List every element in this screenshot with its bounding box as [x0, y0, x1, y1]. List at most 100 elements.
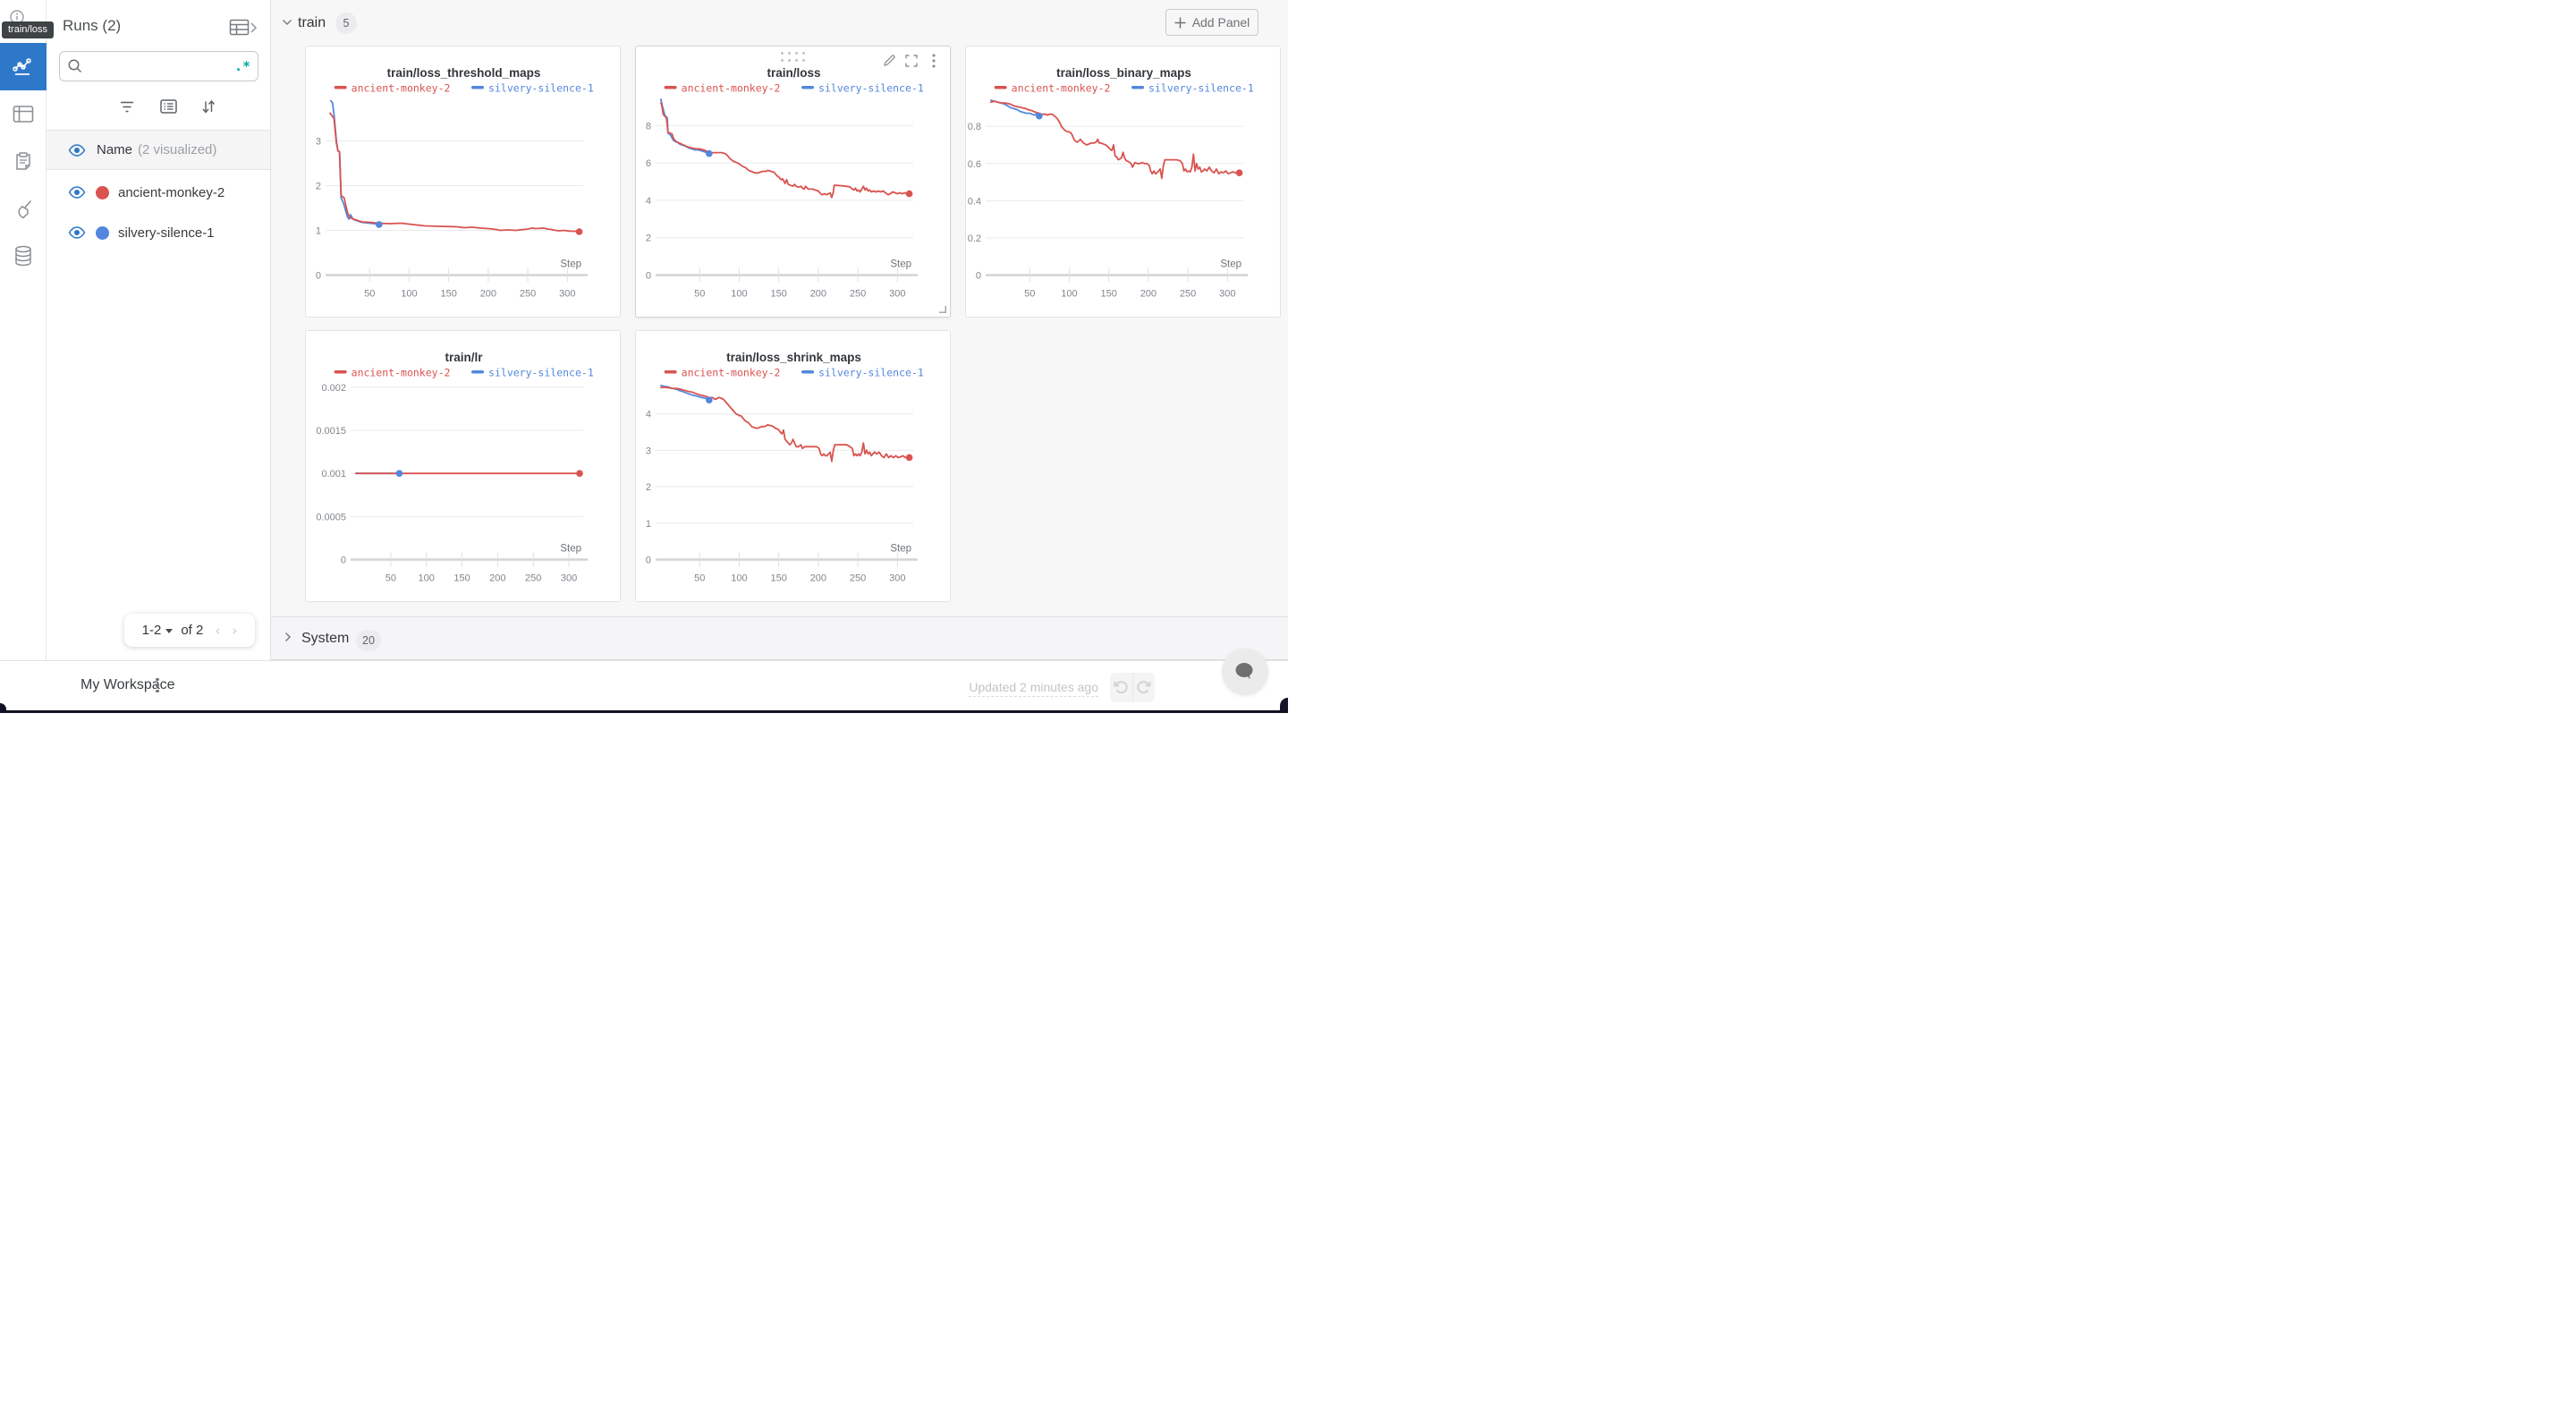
run-name: silvery-silence-1 [118, 225, 215, 241]
svg-text:silvery-silence-1: silvery-silence-1 [818, 82, 924, 95]
runs-list-header[interactable]: Name (2 visualized) [47, 130, 270, 170]
filter-icon[interactable] [115, 95, 139, 118]
svg-text:2: 2 [316, 182, 321, 192]
svg-text:silvery-silence-1: silvery-silence-1 [818, 367, 924, 379]
svg-text:6: 6 [646, 158, 651, 169]
workspace-menu-kebab-icon[interactable] [150, 675, 165, 696]
svg-text:250: 250 [850, 573, 866, 584]
svg-text:250: 250 [1180, 289, 1196, 300]
nav-sweeps-tab[interactable] [0, 185, 47, 233]
svg-text:Step: Step [890, 259, 911, 270]
run-search-input[interactable] [89, 59, 234, 73]
svg-text:0: 0 [646, 271, 651, 282]
panels-workspace: train 5 Add Panel train/loss_threshold_m… [271, 0, 1288, 660]
svg-text:2: 2 [646, 482, 651, 493]
svg-text:train/lr: train/lr [445, 351, 483, 364]
undo-button[interactable] [1110, 673, 1133, 702]
pagination-next-button[interactable]: › [232, 622, 238, 639]
svg-text:Step: Step [1220, 259, 1241, 270]
chart-loss-threshold-maps: train/loss_threshold_maps ancient-monkey-… [316, 66, 594, 300]
panel-train-loss-binary-maps[interactable]: train/loss_binary_maps ancient-monkey-2 si… [965, 46, 1281, 318]
svg-text:8: 8 [646, 121, 651, 132]
run-row-ancient-monkey-2[interactable]: ancient-monkey-2 [47, 173, 270, 212]
svg-text:250: 250 [850, 289, 866, 300]
eye-icon[interactable] [68, 186, 86, 199]
bottom-edge-right [1280, 698, 1288, 713]
svg-text:ancient-monkey-2: ancient-monkey-2 [682, 367, 781, 379]
run-search: .* [59, 51, 258, 81]
runs-visualized-count: (2 visualized) [138, 142, 217, 157]
run-row-silvery-silence-1[interactable]: silvery-silence-1 [47, 213, 270, 252]
bottom-edge [0, 710, 1288, 713]
chevron-right-icon [250, 22, 258, 33]
chevron-down-icon[interactable] [165, 629, 174, 633]
panel-train-loss[interactable]: train/loss ancient-monkey-2 silvery-silenc… [635, 46, 951, 318]
svg-text:0: 0 [976, 271, 981, 282]
svg-text:300: 300 [559, 289, 575, 300]
footer-bar: My Workspace Updated 2 minutes ago [0, 649, 1288, 710]
svg-text:250: 250 [520, 289, 536, 300]
workspace-name[interactable]: My Workspace [80, 677, 175, 692]
panel-train-loss-shrink-maps[interactable]: train/loss_shrink_maps ancient-monkey-2 si… [635, 330, 951, 602]
svg-text:200: 200 [480, 289, 496, 300]
add-panel-button[interactable]: Add Panel [1165, 9, 1258, 36]
chart-loss-binary-maps: train/loss_binary_maps ancient-monkey-2 si… [968, 66, 1254, 300]
expand-runs-table-button[interactable] [229, 18, 259, 38]
svg-text:0.6: 0.6 [968, 159, 981, 170]
chevron-down-icon [282, 19, 292, 26]
support-chat-button[interactable] [1222, 649, 1268, 695]
svg-text:3: 3 [316, 137, 321, 148]
run-name: ancient-monkey-2 [118, 184, 225, 200]
nav-notes-tab[interactable] [0, 138, 47, 185]
nav-artifacts-tab[interactable] [0, 233, 47, 280]
run-color-dot [96, 225, 109, 240]
svg-text:300: 300 [889, 573, 905, 584]
panel-train-loss-threshold-maps[interactable]: train/loss_threshold_maps ancient-monkey-… [305, 46, 621, 318]
svg-text:Step: Step [890, 544, 911, 555]
section-system-count: 20 [356, 630, 381, 651]
svg-text:200: 200 [1140, 289, 1157, 300]
svg-text:150: 150 [453, 573, 470, 584]
svg-text:0.4: 0.4 [968, 196, 981, 207]
nav-panels-tab[interactable] [0, 90, 47, 138]
eye-icon[interactable] [68, 143, 86, 157]
search-icon [68, 59, 82, 73]
redo-button[interactable] [1133, 673, 1156, 702]
chevron-right-icon [284, 632, 292, 642]
svg-text:train/loss_binary_maps: train/loss_binary_maps [1056, 66, 1191, 80]
section-system-header[interactable]: System 20 [271, 616, 1288, 660]
wandb-workspace-app: train/loss Runs (2) .* [0, 0, 1288, 713]
svg-text:0: 0 [316, 271, 321, 282]
bottom-edge-left [0, 703, 6, 713]
sort-icon[interactable] [197, 95, 220, 118]
plus-icon [1174, 17, 1186, 28]
svg-text:silvery-silence-1: silvery-silence-1 [1148, 82, 1254, 95]
svg-text:200: 200 [489, 573, 505, 584]
svg-text:150: 150 [770, 573, 786, 584]
eye-icon[interactable] [68, 226, 86, 239]
section-train-header[interactable]: train 5 [271, 0, 1288, 46]
last-updated-label[interactable]: Updated 2 minutes ago [969, 680, 1098, 697]
svg-text:0: 0 [646, 556, 651, 566]
svg-text:300: 300 [561, 573, 577, 584]
svg-text:train/loss: train/loss [767, 66, 820, 80]
runs-column-label: Name [97, 142, 133, 157]
svg-text:0.002: 0.002 [321, 383, 346, 394]
edit-panel-icon[interactable] [882, 54, 896, 68]
group-icon[interactable] [157, 95, 180, 118]
runs-sidebar: Runs (2) .* [47, 0, 271, 660]
panel-menu-kebab-icon[interactable] [927, 54, 941, 68]
pagination-prev-button[interactable]: ‹ [215, 622, 221, 639]
svg-text:train/loss_threshold_maps: train/loss_threshold_maps [387, 66, 541, 80]
pagination-range[interactable]: 1-2 [141, 623, 162, 638]
svg-text:150: 150 [770, 289, 786, 300]
chart-loss-shrink-maps: train/loss_shrink_maps ancient-monkey-2 si… [646, 351, 924, 584]
nav-charts-tab[interactable] [0, 43, 47, 90]
section-train-label: train [298, 15, 326, 30]
svg-text:100: 100 [419, 573, 435, 584]
fullscreen-icon[interactable] [904, 54, 919, 68]
regex-toggle-icon[interactable]: .* [233, 58, 250, 74]
panel-train-lr[interactable]: train/lr ancient-monkey-2 silvery-silence-… [305, 330, 621, 602]
svg-text:Step: Step [560, 544, 581, 555]
svg-text:100: 100 [731, 573, 747, 584]
